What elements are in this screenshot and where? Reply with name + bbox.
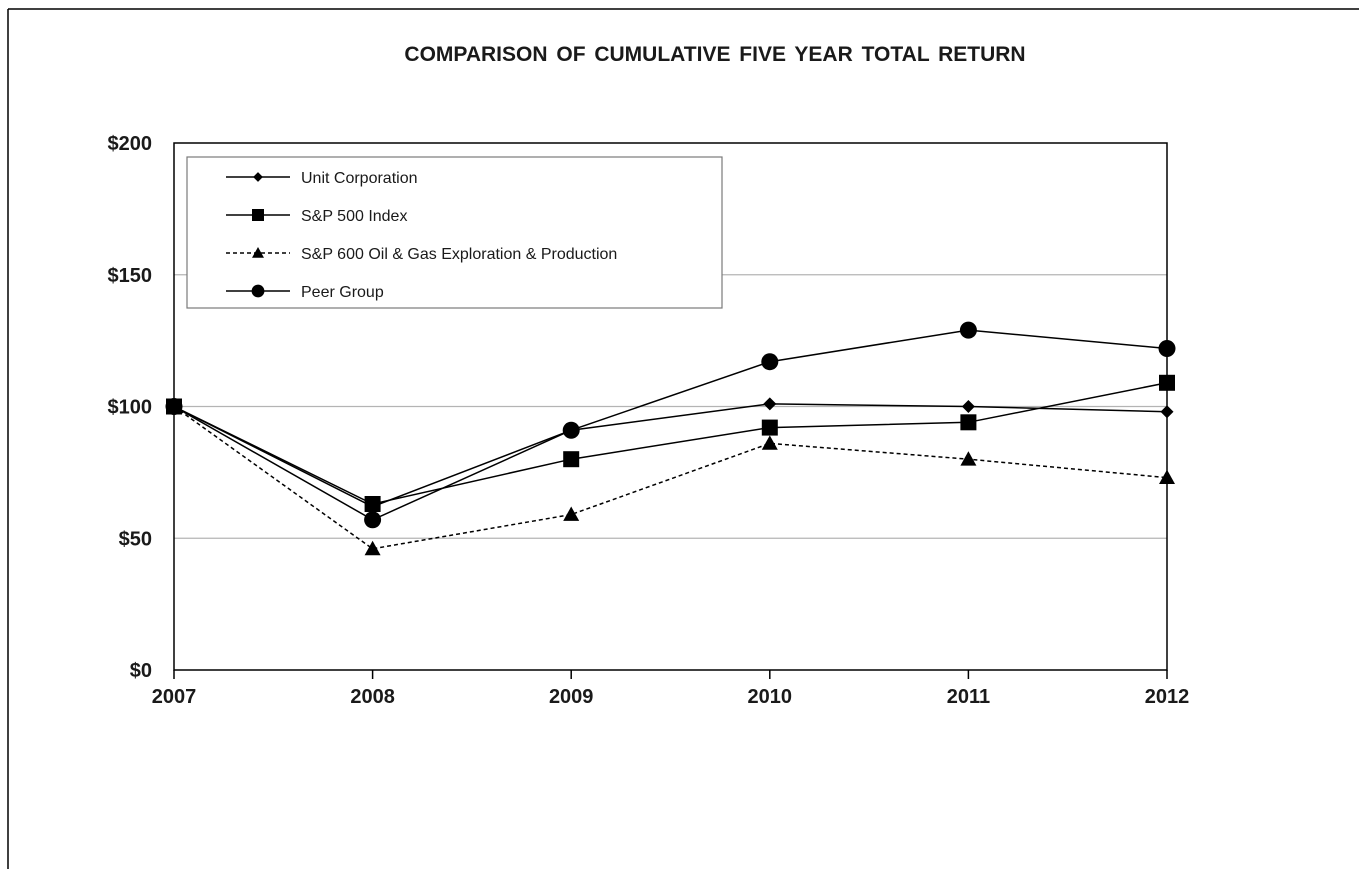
- x-tick-label: 2010: [748, 686, 793, 708]
- series-line: [173, 405, 1168, 550]
- x-tick-label: 2012: [1145, 686, 1190, 708]
- marker-square: [252, 209, 264, 221]
- marker-square: [364, 495, 381, 512]
- legend-entry: Unit Corporation: [226, 170, 418, 187]
- series-line: [173, 329, 1168, 521]
- legend-label: S&P 600 Oil & Gas Exploration & Producti…: [301, 246, 617, 263]
- x-tick-label: 2009: [549, 686, 594, 708]
- series-line: [173, 403, 1168, 508]
- legend-label: Unit Corporation: [301, 170, 418, 187]
- marker-diamond: [253, 172, 263, 182]
- series-3: [165, 321, 1176, 529]
- marker-circle: [165, 398, 183, 415]
- x-tick-label: 2007: [152, 686, 197, 708]
- x-tick-label: 2008: [350, 686, 395, 708]
- marker-square: [960, 414, 977, 431]
- marker-triangle: [252, 247, 264, 258]
- series-0: [167, 397, 1174, 514]
- marker-diamond: [763, 397, 777, 411]
- marker-triangle: [761, 435, 778, 450]
- marker-circle: [251, 284, 265, 298]
- marker-circle: [761, 353, 779, 371]
- marker-circle: [364, 511, 382, 529]
- marker-circle: [562, 421, 580, 439]
- y-tick-label: $150: [108, 265, 153, 287]
- marker-square: [761, 419, 778, 436]
- legend-entry: S&P 500 Index: [226, 208, 407, 225]
- chart-title: COMPARISON OF CUMULATIVE FIVE YEAR TOTAL…: [404, 43, 1025, 66]
- marker-triangle: [364, 540, 381, 556]
- marker-circle: [959, 321, 977, 339]
- legend: Unit Corporation S&P 500 Index S&P 600 Oil…: [186, 156, 723, 309]
- series-line: [173, 382, 1168, 505]
- series-lines: [165, 321, 1176, 556]
- marker-diamond: [1160, 405, 1174, 419]
- y-tick-label: $100: [108, 397, 153, 419]
- marker-diamond: [961, 400, 975, 413]
- marker-triangle: [563, 506, 580, 521]
- y-tick-label: $50: [119, 528, 152, 550]
- marker-square: [563, 451, 580, 468]
- marker-square: [1159, 374, 1175, 391]
- y-tick-label: $0: [130, 660, 152, 682]
- y-tick-label: $200: [108, 133, 153, 155]
- gridlines: [174, 274, 1167, 539]
- marker-triangle: [960, 451, 977, 466]
- x-tick-label: 2011: [947, 686, 990, 708]
- legend-box: [186, 156, 723, 309]
- legend-label: Peer Group: [301, 284, 384, 301]
- legend-label: S&P 500 Index: [301, 208, 407, 225]
- legend-entry: S&P 600 Oil & Gas Exploration & Producti…: [226, 246, 617, 263]
- legend-entry: Peer Group: [226, 284, 384, 301]
- marker-circle: [1158, 340, 1176, 358]
- marker-triangle: [1159, 469, 1175, 485]
